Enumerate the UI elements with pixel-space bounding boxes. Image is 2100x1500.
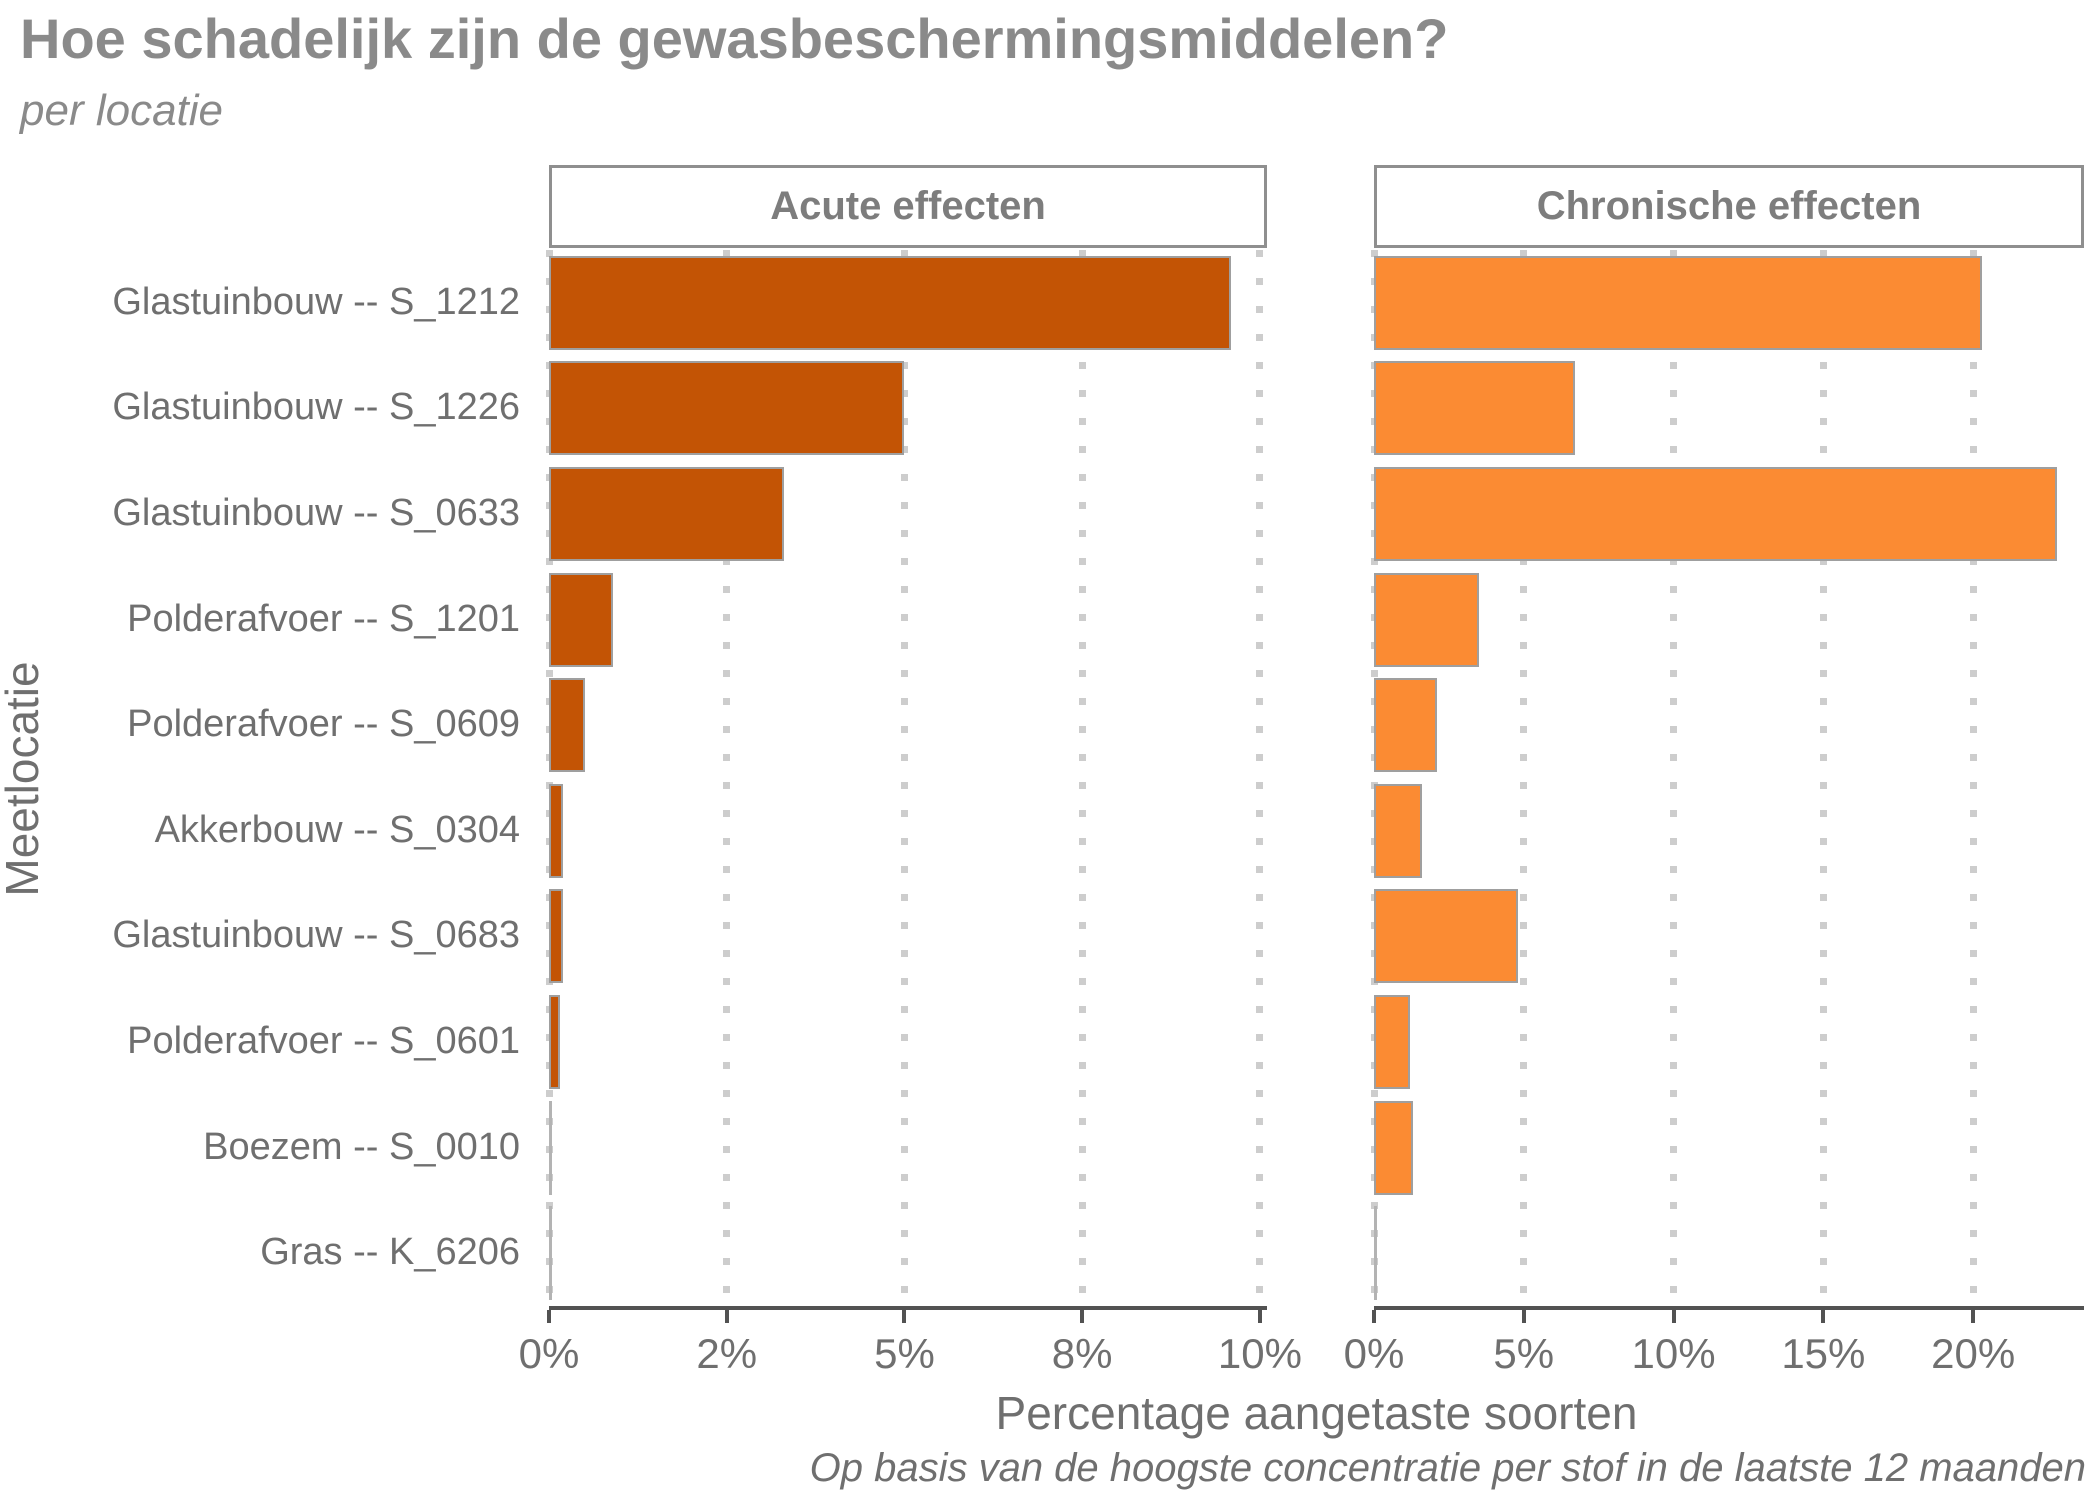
gridline <box>900 250 908 1306</box>
chart-subtitle: per locatie <box>20 86 224 135</box>
bar-chronisch-row5 <box>1374 678 1437 773</box>
gridline <box>1370 250 1378 1306</box>
x-axis-tick <box>1372 1310 1376 1323</box>
bar-acute-row3 <box>549 467 784 561</box>
bar-chronisch-row10 <box>1374 1206 1377 1301</box>
panel-header-acute-label: Acute effecten <box>770 184 1046 228</box>
x-axis-tick <box>1521 1310 1526 1323</box>
bar-chronisch-row4 <box>1374 572 1479 667</box>
x-axis-tick <box>1257 1310 1262 1323</box>
y-axis-label: Gras -- K_6206 <box>260 1231 520 1274</box>
panel-chronische-effecten: 0% 5% 10% 15% 20% <box>1344 250 2084 1377</box>
x-axis-tick-label: 8% <box>1051 1330 1113 1377</box>
x-axis-tick <box>1080 1310 1085 1323</box>
bar-chronisch-row3 <box>1374 467 2058 561</box>
gridline <box>1670 250 1678 1306</box>
x-axis-tick <box>724 1310 729 1323</box>
x-axis-tick-label: 10% <box>1631 1330 1716 1377</box>
x-axis-tick <box>1821 1310 1826 1323</box>
bar-acute-row8 <box>549 995 560 1089</box>
bar-chronisch-row9 <box>1374 1100 1413 1195</box>
bar-acute-row5 <box>549 678 585 773</box>
bar-chronisch-row7 <box>1374 889 1518 984</box>
x-axis-tick-label: 10% <box>1217 1330 1302 1377</box>
x-axis-tick-label: 15% <box>1781 1330 1866 1377</box>
y-axis-label: Boezem -- S_0010 <box>203 1125 520 1168</box>
x-axis-tick <box>1971 1310 1976 1323</box>
x-axis-tick-label: 0% <box>518 1330 580 1377</box>
y-axis-label: Polderafvoer -- S_0601 <box>127 1020 520 1062</box>
y-axis-label: Polderafvoer -- S_1201 <box>127 597 520 640</box>
gridline <box>1078 250 1086 1306</box>
gridline <box>545 250 553 1306</box>
gridline <box>1520 250 1528 1306</box>
gridline <box>1819 250 1827 1306</box>
chart-title: Hoe schadelijk zijn de gewasbeschermings… <box>20 7 1449 70</box>
bar-chronisch-row8 <box>1374 995 1410 1089</box>
x-axis-tick-label: 0% <box>1343 1330 1405 1377</box>
bar-acute-row7 <box>549 889 564 984</box>
x-axis-tick-label: 20% <box>1931 1330 2016 1377</box>
bar-chronisch-row2 <box>1374 361 1575 456</box>
gridline <box>1969 250 1977 1306</box>
bar-acute-row1 <box>549 255 1232 350</box>
x-axis-tick-label: 5% <box>1493 1330 1555 1377</box>
x-axis-tick <box>547 1310 551 1323</box>
y-axis-label: Akkerbouw -- S_0304 <box>154 808 520 851</box>
category-axis: Glastuinbouw -- S_1212 Glastuinbouw -- S_… <box>0 250 520 1306</box>
y-axis-label: Glastuinbouw -- S_1226 <box>112 386 520 429</box>
x-axis-line <box>1374 1306 2084 1310</box>
bar-acute-row4 <box>549 572 613 667</box>
panel-header-acute: Acute effecten <box>549 165 1267 248</box>
gridline <box>1256 250 1264 1306</box>
y-axis-label: Polderafvoer -- S_0609 <box>127 703 520 746</box>
y-axis-label: Glastuinbouw -- S_1212 <box>112 280 520 323</box>
panel-header-chronisch: Chronische effecten <box>1374 165 2084 248</box>
chart-caption: Op basis van de hoogste concentratie per… <box>809 1446 2086 1490</box>
bar-chronisch-row6 <box>1374 783 1422 878</box>
x-axis-line <box>549 1306 1267 1310</box>
x-axis-tick-label: 2% <box>696 1330 758 1377</box>
x-axis-tick <box>1671 1310 1676 1323</box>
y-axis-label: Glastuinbouw -- S_0633 <box>112 492 520 534</box>
x-axis-tick-label: 5% <box>874 1330 935 1377</box>
bar-acute-row2 <box>549 361 905 456</box>
bar-acute-row10 <box>549 1206 552 1301</box>
bar-chronisch-row1 <box>1374 255 1983 350</box>
x-axis-title: Percentage aangetaste soorten <box>995 1387 1638 1439</box>
panel-header-chronisch-label: Chronische effecten <box>1536 184 1922 228</box>
gridline <box>723 250 731 1306</box>
x-axis-tick <box>902 1310 907 1323</box>
panel-acute-effecten: 0% 2% 5% 8% 10% <box>519 250 1302 1377</box>
y-axis-label: Glastuinbouw -- S_0683 <box>112 914 520 957</box>
bar-acute-row9 <box>549 1100 552 1195</box>
bar-acute-row6 <box>549 783 564 878</box>
